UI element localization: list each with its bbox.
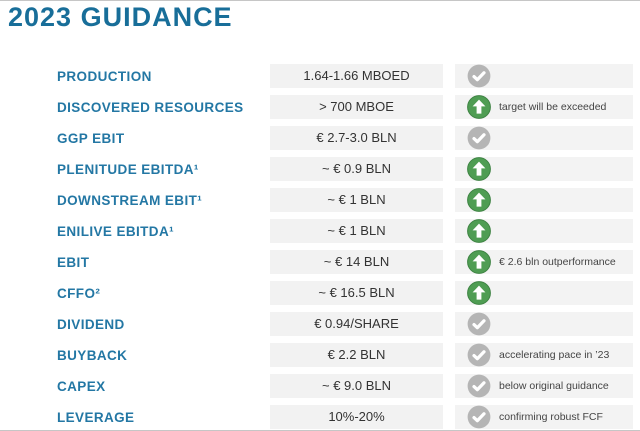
metric-label: PLENITUDE EBITDA¹ <box>57 161 199 177</box>
column-gap <box>443 355 455 356</box>
column-gap <box>443 169 455 170</box>
guidance-row: CFFO² ~ € 16.5 BLN <box>0 281 640 305</box>
status-bar: target will be exceeded <box>455 95 633 119</box>
metric-value: € 0.94/SHARE <box>270 312 443 336</box>
up-arrow-icon <box>467 219 491 243</box>
status-bar <box>455 126 633 150</box>
check-icon <box>467 374 491 398</box>
metric-label: LEVERAGE <box>57 409 135 425</box>
status-bar <box>455 64 633 88</box>
column-gap <box>443 231 455 232</box>
up-arrow-icon <box>467 188 491 212</box>
metric-label: CAPEX <box>57 378 106 394</box>
metric-value: 10%-20% <box>270 405 443 429</box>
metric-value: > 700 MBOE <box>270 95 443 119</box>
status-bar <box>455 312 633 336</box>
metric-label: DIVIDEND <box>57 316 125 332</box>
up-arrow-icon <box>467 157 491 181</box>
metric-value: ~ € 0.9 BLN <box>270 157 443 181</box>
status-note: target will be exceeded <box>499 101 607 113</box>
metric-label: ENILIVE EBITDA¹ <box>57 223 175 239</box>
check-icon <box>467 312 491 336</box>
page-title: 2023 GUIDANCE <box>8 2 233 32</box>
column-gap <box>443 293 455 294</box>
column-gap <box>443 386 455 387</box>
guidance-row: CAPEX ~ € 9.0 BLN below original guidanc… <box>0 374 640 398</box>
metric-value: ~ € 9.0 BLN <box>270 374 443 398</box>
column-gap <box>443 324 455 325</box>
guidance-row: DIVIDEND € 0.94/SHARE <box>0 312 640 336</box>
metric-label: BUYBACK <box>57 347 128 363</box>
status-bar <box>455 219 633 243</box>
column-gap <box>443 138 455 139</box>
check-icon <box>467 64 491 88</box>
up-arrow-icon <box>467 250 491 274</box>
metric-value: ~ € 14 BLN <box>270 250 443 274</box>
guidance-row: GGP EBIT € 2.7-3.0 BLN <box>0 126 640 150</box>
check-icon <box>467 126 491 150</box>
status-bar: below original guidance <box>455 374 633 398</box>
check-icon <box>467 343 491 367</box>
guidance-row: BUYBACK € 2.2 BLN accelerating pace in ’… <box>0 343 640 367</box>
status-bar <box>455 188 633 212</box>
up-arrow-icon <box>467 95 491 119</box>
metric-value: ~ € 16.5 BLN <box>270 281 443 305</box>
status-bar <box>455 157 633 181</box>
guidance-row: PRODUCTION 1.64-1.66 MBOED <box>0 64 640 88</box>
metric-label: DISCOVERED RESOURCES <box>57 99 244 115</box>
metric-label: DOWNSTREAM EBIT¹ <box>57 192 203 208</box>
metric-value: ~ € 1 BLN <box>270 188 443 212</box>
status-bar: accelerating pace in ’23 <box>455 343 633 367</box>
column-gap <box>443 417 455 418</box>
status-note: accelerating pace in ’23 <box>499 349 610 361</box>
top-border-line <box>0 0 640 1</box>
guidance-row: DISCOVERED RESOURCES > 700 MBOE target w… <box>0 95 640 119</box>
metric-label: EBIT <box>57 254 90 270</box>
guidance-row: LEVERAGE 10%-20% confirming robust FCF <box>0 405 640 429</box>
metric-value: € 2.7-3.0 BLN <box>270 126 443 150</box>
metric-value: ~ € 1 BLN <box>270 219 443 243</box>
guidance-row: EBIT ~ € 14 BLN € 2.6 bln outperformance <box>0 250 640 274</box>
metric-value: 1.64-1.66 MBOED <box>270 64 443 88</box>
status-note: below original guidance <box>499 380 609 392</box>
metric-label: PRODUCTION <box>57 68 152 84</box>
up-arrow-icon <box>467 281 491 305</box>
guidance-row: ENILIVE EBITDA¹ ~ € 1 BLN <box>0 219 640 243</box>
status-note: confirming robust FCF <box>499 411 603 423</box>
column-gap <box>443 200 455 201</box>
status-note: € 2.6 bln outperformance <box>499 256 616 268</box>
column-gap <box>443 262 455 263</box>
guidance-table: PRODUCTION 1.64-1.66 MBOED DISCOVERED RE… <box>0 64 640 431</box>
guidance-row: DOWNSTREAM EBIT¹ ~ € 1 BLN <box>0 188 640 212</box>
metric-label: GGP EBIT <box>57 130 125 146</box>
column-gap <box>443 76 455 77</box>
metric-label: CFFO² <box>57 285 101 301</box>
check-icon <box>467 405 491 429</box>
status-bar: € 2.6 bln outperformance <box>455 250 633 274</box>
column-gap <box>443 107 455 108</box>
status-bar: confirming robust FCF <box>455 405 633 429</box>
status-bar <box>455 281 633 305</box>
guidance-row: PLENITUDE EBITDA¹ ~ € 0.9 BLN <box>0 157 640 181</box>
metric-value: € 2.2 BLN <box>270 343 443 367</box>
